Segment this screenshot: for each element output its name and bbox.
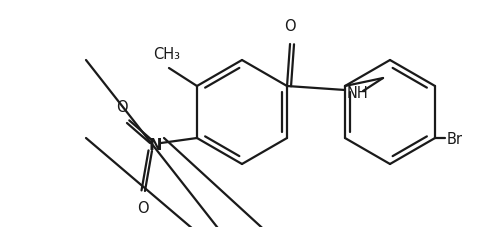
Text: CH₃: CH₃	[153, 47, 180, 62]
Text: O: O	[116, 100, 128, 115]
Text: O: O	[137, 201, 149, 216]
Text: O: O	[284, 19, 296, 34]
Text: N: N	[148, 138, 162, 153]
Text: Br: Br	[447, 133, 463, 148]
Text: NH: NH	[347, 86, 369, 101]
